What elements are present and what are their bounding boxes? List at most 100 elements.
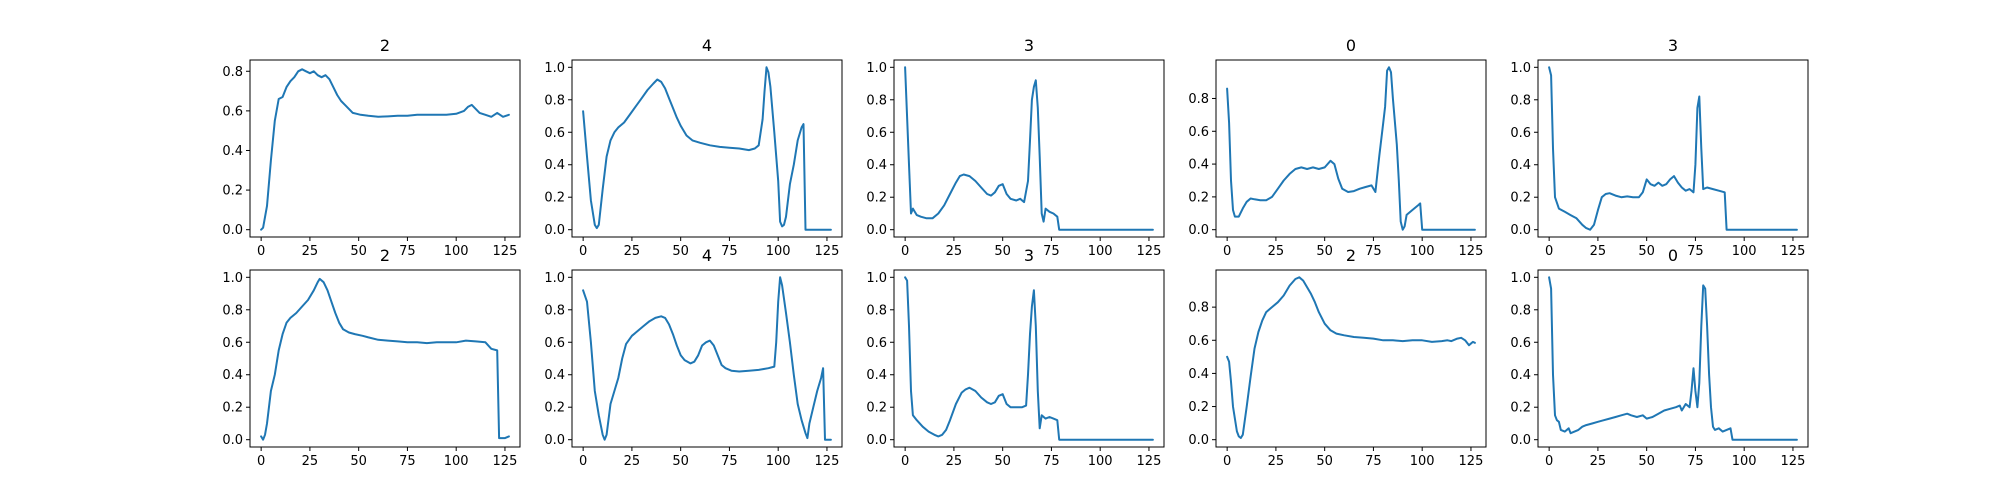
- series-line: [260, 68, 510, 231]
- y-tick-label: 0.2: [222, 184, 243, 199]
- axes-frame: [571, 269, 843, 448]
- axes-frame: [249, 269, 521, 448]
- subplot-1: 2 0 25 50 75 100 125 0.0 0.2 0.4 0.6 0.8: [222, 36, 521, 259]
- x-tick-label: 75: [1365, 244, 1382, 259]
- x-tick-label: 0: [1223, 454, 1231, 469]
- y-tick-label: 1.0: [544, 271, 565, 286]
- x-tick-label: 100: [1410, 454, 1435, 469]
- x-tick-label: 25: [624, 454, 641, 469]
- subplot-title: 3: [1024, 246, 1034, 265]
- subplot-6: 2 0 25 50 75 100 125 0.0 0.2 0.4 0.6 0.8 1.0: [222, 246, 521, 469]
- series-line: [582, 66, 832, 231]
- y-tick-label: 0.2: [866, 191, 887, 206]
- x-tick-label: 50: [1316, 244, 1333, 259]
- axes-frame: [893, 59, 1165, 238]
- subplot-title: 4: [702, 36, 712, 55]
- subplot-7: 4 0 25 50 75 100 125 0.0 0.2 0.4 0.6 0.8 1.0: [544, 246, 843, 469]
- subplot-title: 4: [702, 246, 712, 265]
- series-line: [904, 276, 1154, 441]
- y-tick-label: 0.6: [544, 336, 565, 351]
- x-tick-label: 125: [1781, 454, 1806, 469]
- axes-frame: [249, 59, 521, 238]
- y-tick-label: 0.4: [1188, 367, 1209, 382]
- y-tick-label: 0.2: [866, 401, 887, 416]
- y-tick-label: 0.2: [1510, 191, 1531, 206]
- x-tick-label: 125: [493, 244, 518, 259]
- y-tick-label: 0.0: [222, 223, 243, 238]
- y-tick-label: 0.0: [866, 433, 887, 448]
- axes-frame: [1537, 269, 1809, 448]
- y-tick-label: 0.0: [1188, 433, 1209, 448]
- x-tick-label: 50: [994, 454, 1011, 469]
- x-tick-label: 125: [1137, 244, 1162, 259]
- y-tick-label: 0.4: [222, 368, 243, 383]
- y-tick-label: 0.8: [1510, 93, 1531, 108]
- subplot-9: 2 0 25 50 75 100 125 0.0 0.2 0.4 0.6 0.8: [1188, 246, 1487, 469]
- subplot-4: 0 0 25 50 75 100 125 0.0 0.2 0.4 0.6 0.8: [1188, 36, 1487, 259]
- x-tick-label: 0: [257, 454, 265, 469]
- series-line: [904, 66, 1154, 231]
- x-tick-label: 125: [1137, 454, 1162, 469]
- x-tick-label: 50: [1638, 454, 1655, 469]
- y-tick-label: 0.4: [544, 368, 565, 383]
- x-tick-label: 25: [1268, 244, 1285, 259]
- axes-frame: [1215, 269, 1487, 448]
- y-tick-label: 0.0: [866, 223, 887, 238]
- series-line: [1226, 66, 1476, 231]
- x-tick-label: 50: [672, 454, 689, 469]
- y-tick-label: 1.0: [1510, 271, 1531, 286]
- x-tick-label: 25: [1268, 454, 1285, 469]
- y-tick-label: 0.8: [222, 303, 243, 318]
- x-tick-label: 75: [1687, 454, 1704, 469]
- subplot-title: 3: [1024, 36, 1034, 55]
- subplot-title: 2: [1346, 246, 1356, 265]
- x-tick-label: 25: [946, 454, 963, 469]
- x-tick-label: 50: [1316, 454, 1333, 469]
- x-tick-label: 100: [1088, 244, 1113, 259]
- y-tick-label: 0.6: [1188, 125, 1209, 140]
- x-tick-label: 0: [579, 244, 587, 259]
- x-tick-label: 125: [1781, 244, 1806, 259]
- x-tick-label: 25: [624, 244, 641, 259]
- x-tick-label: 100: [444, 454, 469, 469]
- x-tick-label: 0: [901, 454, 909, 469]
- y-tick-label: 0.6: [222, 104, 243, 119]
- y-tick-label: 0.8: [866, 93, 887, 108]
- x-tick-label: 50: [1638, 244, 1655, 259]
- x-tick-label: 75: [721, 244, 738, 259]
- x-tick-label: 100: [444, 244, 469, 259]
- x-tick-label: 0: [1223, 244, 1231, 259]
- y-tick-label: 1.0: [1510, 61, 1531, 76]
- subplot-8: 3 0 25 50 75 100 125 0.0 0.2 0.4 0.6 0.8 1.0: [866, 246, 1165, 469]
- x-tick-label: 100: [766, 244, 791, 259]
- x-tick-label: 0: [1545, 454, 1553, 469]
- x-tick-label: 75: [399, 244, 416, 259]
- subplot-title: 0: [1346, 36, 1356, 55]
- series-line: [260, 277, 510, 441]
- y-tick-label: 0.4: [866, 368, 887, 383]
- y-tick-label: 0.4: [1510, 158, 1531, 173]
- y-tick-label: 0.2: [544, 191, 565, 206]
- x-tick-label: 25: [946, 244, 963, 259]
- x-tick-label: 25: [1590, 244, 1607, 259]
- y-tick-label: 0.6: [1510, 336, 1531, 351]
- x-tick-label: 50: [350, 244, 367, 259]
- x-tick-label: 25: [1590, 454, 1607, 469]
- y-tick-label: 0.6: [1188, 334, 1209, 349]
- y-tick-label: 0.6: [544, 126, 565, 141]
- y-tick-label: 0.0: [222, 433, 243, 448]
- y-tick-label: 1.0: [544, 61, 565, 76]
- y-tick-label: 0.8: [222, 65, 243, 80]
- y-tick-label: 0.0: [1510, 223, 1531, 238]
- subplot-3: 3 0 25 50 75 100 125 0.0 0.2 0.4 0.6 0.8 1.0: [866, 36, 1165, 259]
- y-tick-label: 0.6: [866, 336, 887, 351]
- x-tick-label: 75: [399, 454, 416, 469]
- subplot-title: 2: [380, 36, 390, 55]
- x-tick-label: 75: [1365, 454, 1382, 469]
- axes-frame: [1537, 59, 1809, 238]
- y-tick-label: 0.0: [544, 223, 565, 238]
- y-tick-label: 0.2: [544, 401, 565, 416]
- x-tick-label: 0: [579, 454, 587, 469]
- subplot-title: 3: [1668, 36, 1678, 55]
